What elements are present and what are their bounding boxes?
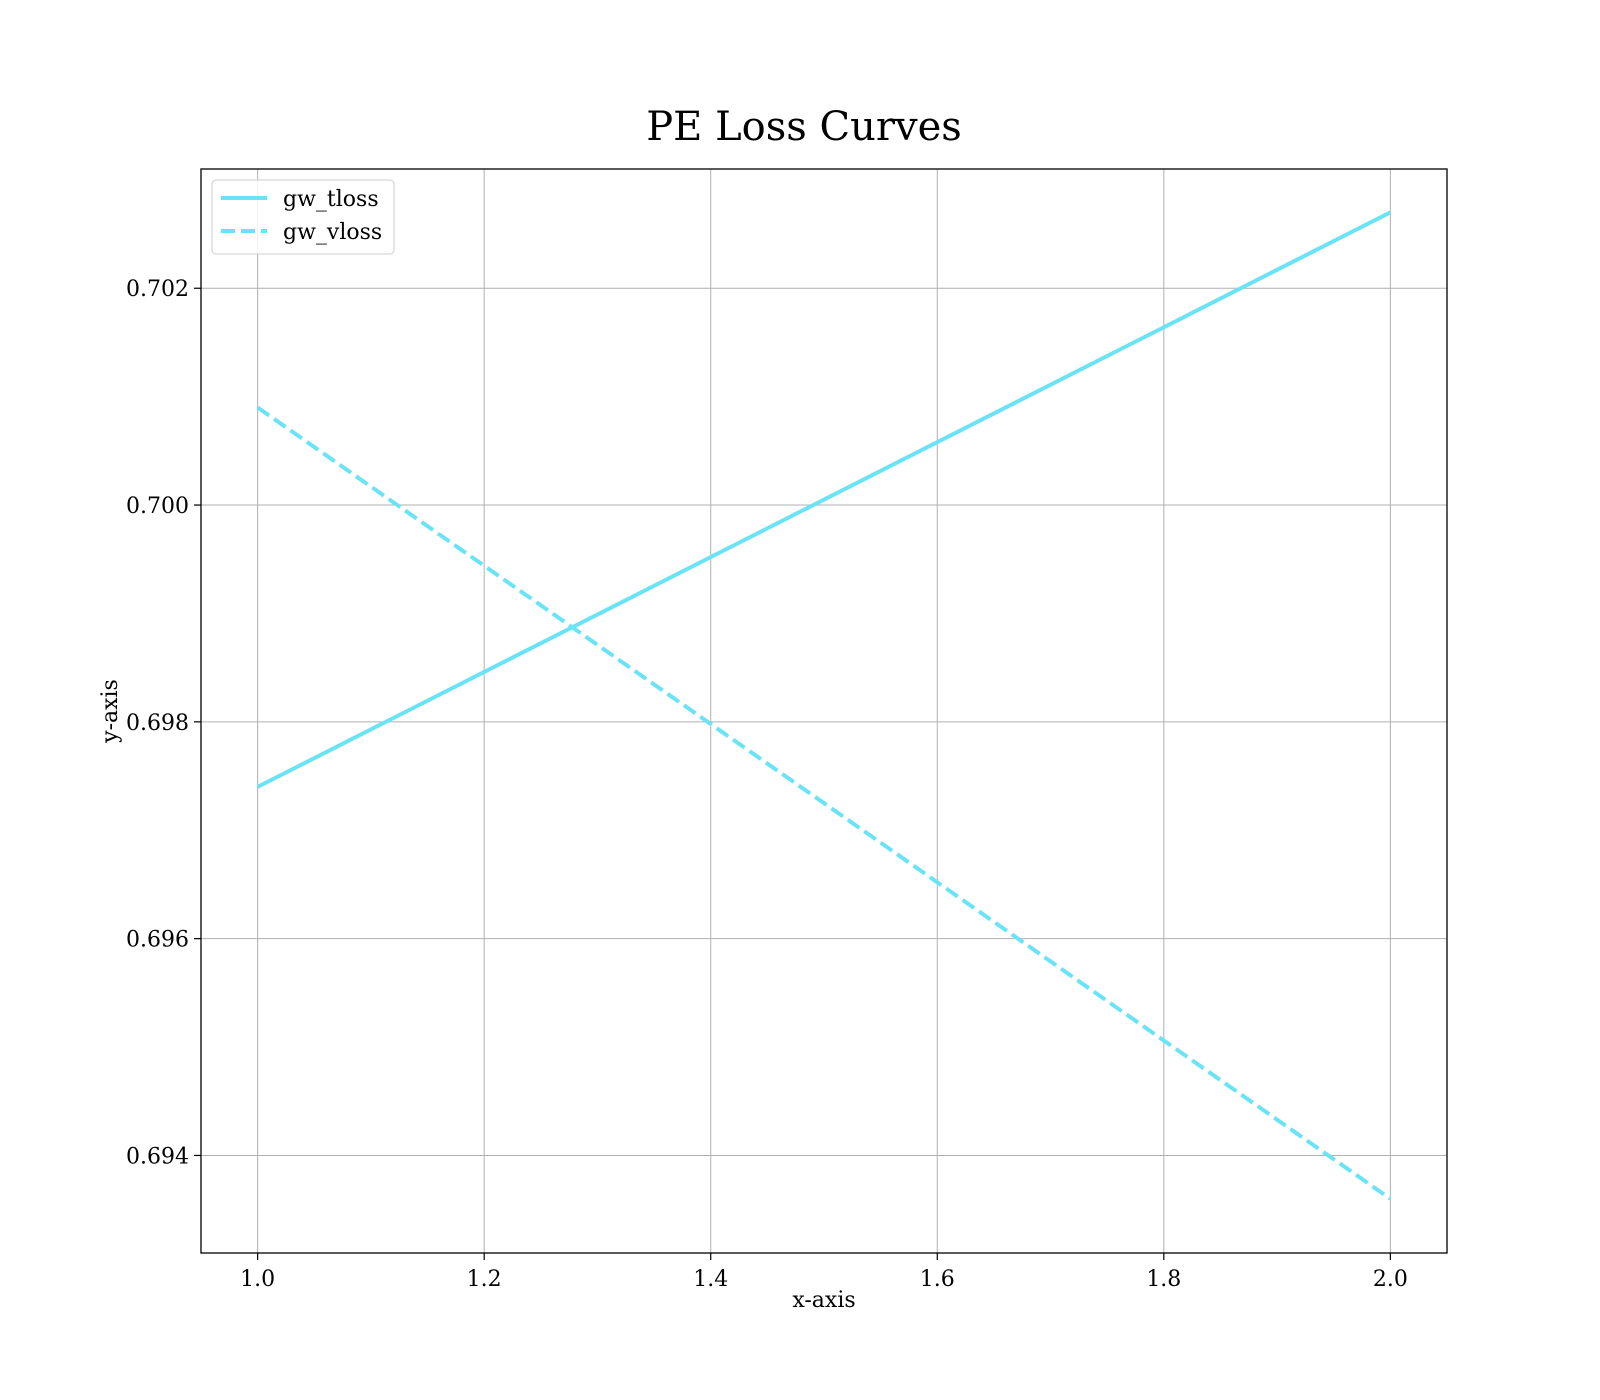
y-tick-label: 0.700 <box>126 494 189 519</box>
axis-ticks: 1.0 1.2 1.4 1.6 1.8 2.0 0.694 0.696 0.698 0.700 0.… <box>126 277 1408 1292</box>
series-line-gw-vloss <box>256 405 1392 1201</box>
legend: gw_tloss gw_vloss <box>211 179 395 255</box>
plot-frame <box>200 168 1448 1254</box>
series-line-gw-tloss <box>256 210 1392 789</box>
x-tick-label: 1.4 <box>693 1267 728 1292</box>
y-tick-label: 0.694 <box>126 1144 189 1169</box>
y-tick-label: 0.698 <box>126 711 189 736</box>
x-tick-label: 1.6 <box>920 1267 955 1292</box>
legend-label-gw-tloss: gw_tloss <box>283 187 379 212</box>
x-tick-label: 2.0 <box>1373 1267 1408 1292</box>
chart-title: PE Loss Curves <box>646 104 962 150</box>
x-axis-label: x-axis <box>792 1288 855 1313</box>
x-tick-label: 1.0 <box>240 1267 275 1292</box>
series-lines <box>256 210 1392 1201</box>
y-tick-label: 0.702 <box>126 277 189 302</box>
x-tick-label: 1.8 <box>1146 1267 1181 1292</box>
y-tick-label: 0.696 <box>126 928 189 953</box>
x-tick-label: 1.2 <box>467 1267 502 1292</box>
y-axis-label: y-axis <box>98 679 123 744</box>
legend-label-gw-vloss: gw_vloss <box>283 220 382 245</box>
